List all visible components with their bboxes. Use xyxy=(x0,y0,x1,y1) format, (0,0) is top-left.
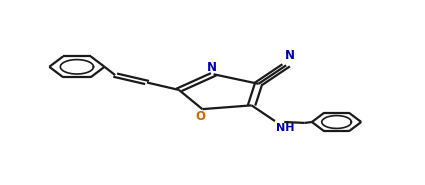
Text: O: O xyxy=(195,110,205,123)
Text: NH: NH xyxy=(276,122,295,133)
Text: N: N xyxy=(207,61,216,74)
Text: N: N xyxy=(285,49,295,62)
